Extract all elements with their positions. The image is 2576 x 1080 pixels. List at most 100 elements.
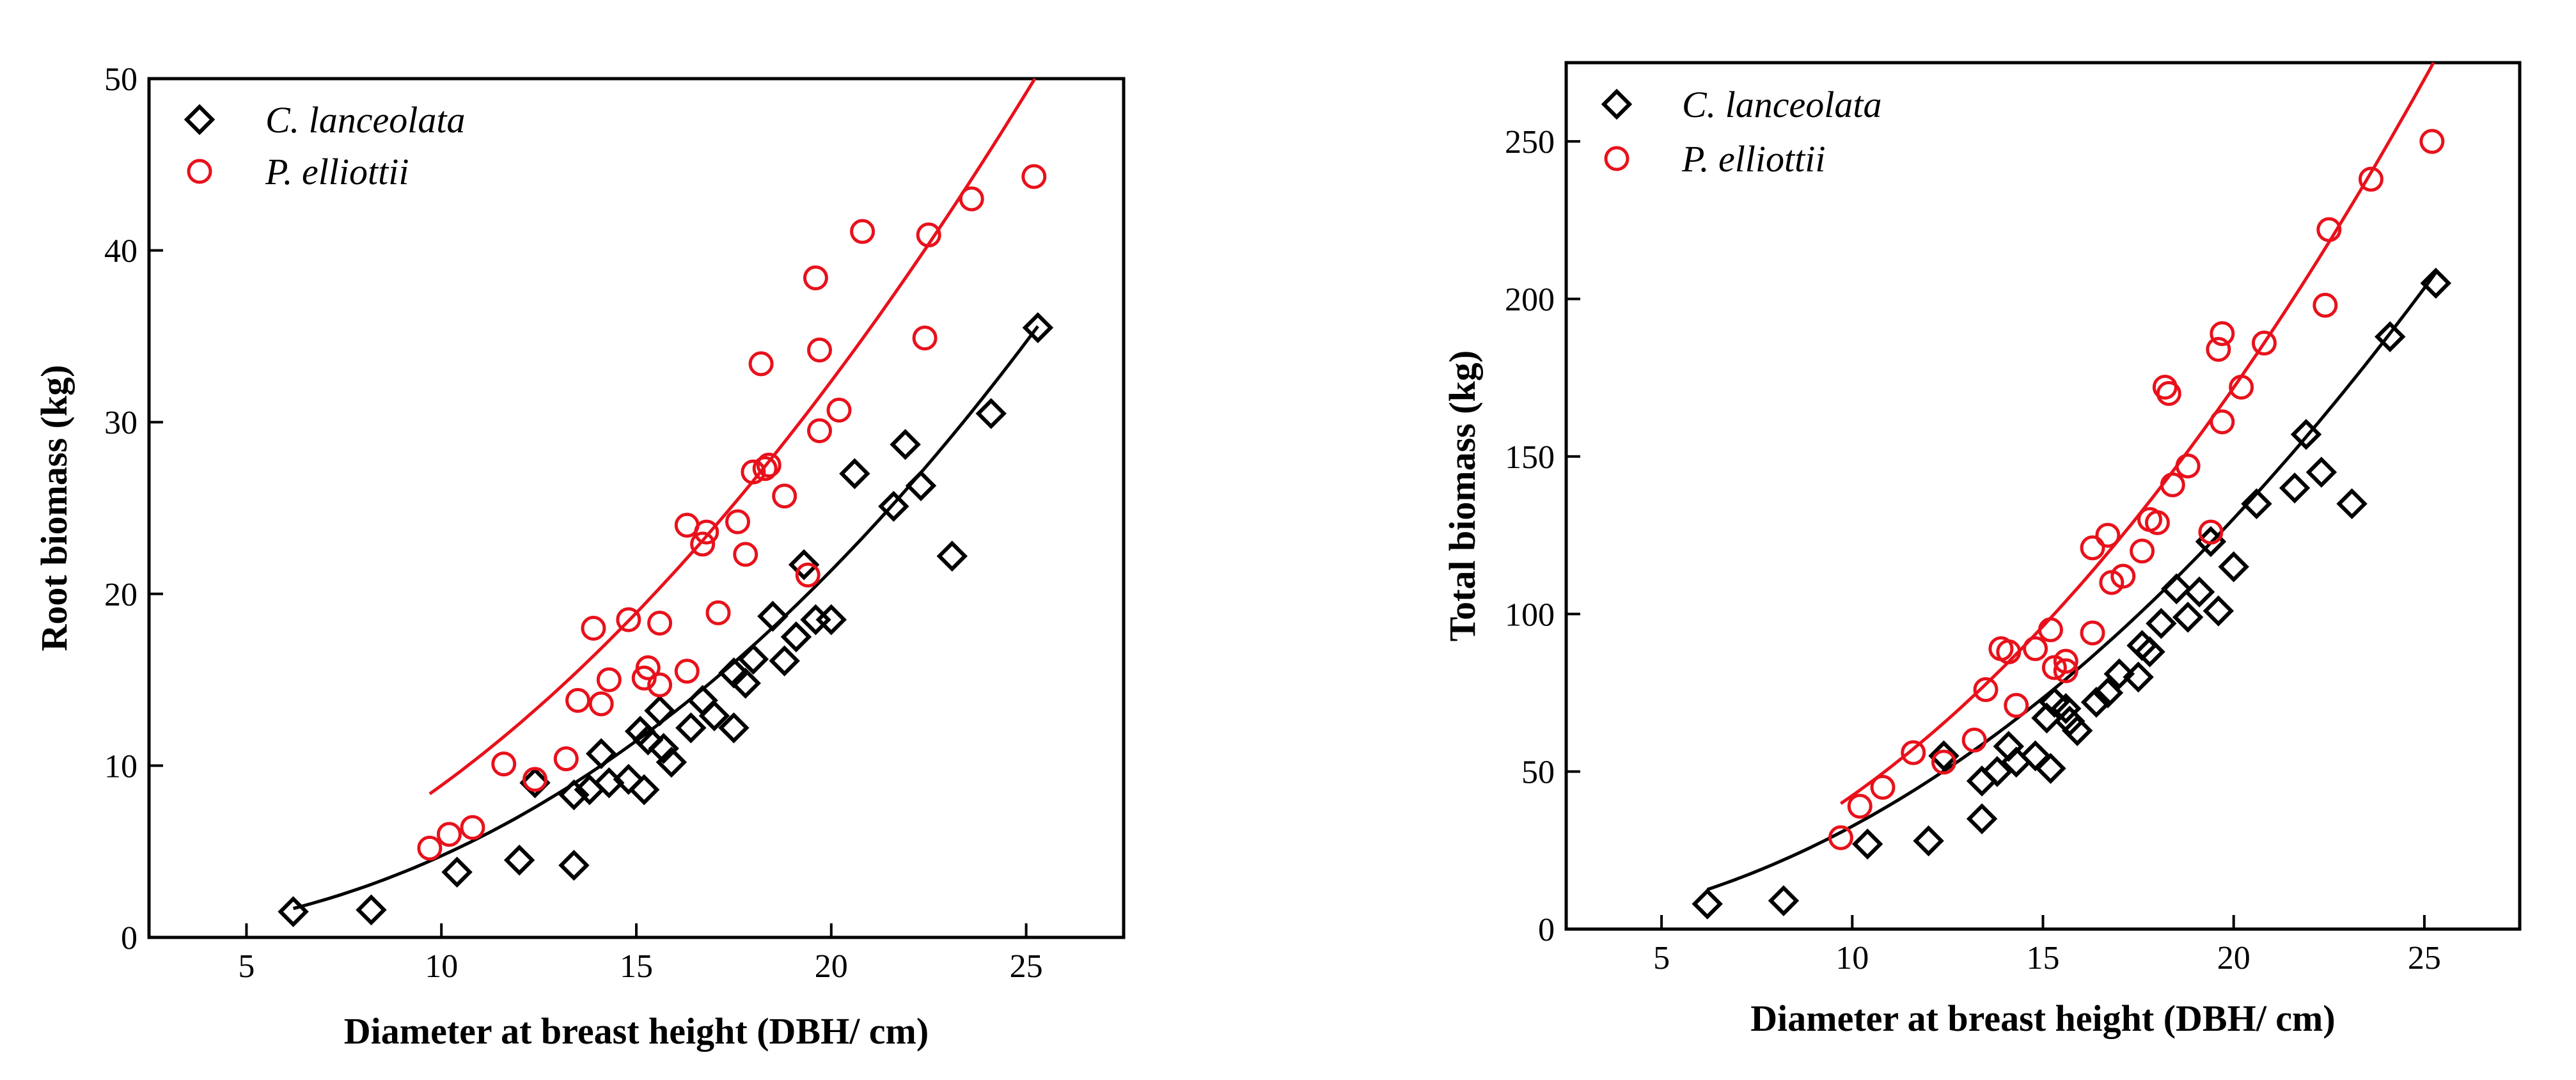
y-tick-label: 0 — [121, 920, 137, 957]
x-tick-label: 25 — [1010, 948, 1043, 985]
p-elliottii-point — [2251, 331, 2277, 356]
p-elliottii-point — [826, 397, 852, 423]
fit-curve — [292, 325, 1039, 911]
p-elliottii-point — [690, 531, 716, 557]
legend-label: P. elliottii — [1681, 138, 1826, 180]
p-elliottii-point — [748, 351, 774, 377]
p-elliottii-point — [647, 610, 673, 636]
p-elliottii-point — [522, 767, 548, 792]
c-lanceolata-point — [2279, 472, 2311, 504]
c-lanceolata-point — [878, 490, 909, 522]
fit-curve — [1839, 61, 2435, 805]
p-elliottii-point — [635, 655, 661, 680]
y-tick-label: 20 — [104, 577, 137, 613]
c-lanceolata-point — [1022, 312, 1054, 343]
c-lanceolata-point — [2092, 677, 2124, 708]
c-lanceolata-point — [730, 668, 761, 699]
y-axis-title: Root biomass (kg) — [33, 365, 75, 652]
p-elliottii-point — [2210, 409, 2235, 435]
p-elliottii-point — [616, 607, 641, 632]
c-lanceolata-point — [356, 894, 387, 926]
c-lanceolata-point — [648, 733, 679, 764]
c-lanceolata-point — [1981, 756, 2013, 787]
c-lanceolata-point — [519, 767, 551, 799]
p-elliottii-point — [491, 751, 517, 777]
fit-curve — [1706, 271, 2437, 891]
c-lanceolata-point — [2218, 551, 2249, 583]
c-lanceolata-point — [737, 643, 769, 675]
y-tick-label: 40 — [104, 233, 137, 270]
c-lanceolata-point — [769, 645, 800, 677]
c-lanceolata-point — [644, 695, 675, 726]
c-lanceolata-point — [2035, 753, 2066, 784]
c-lanceolata-point — [2241, 488, 2272, 520]
c-lanceolata-point — [2172, 601, 2204, 633]
p-elliottii-point — [553, 746, 579, 772]
c-lanceolata-point — [2183, 576, 2215, 608]
p-elliottii-point — [565, 687, 591, 713]
p-elliottii-point — [850, 219, 876, 244]
c-lanceolata-point — [2134, 636, 2165, 668]
x-tick-label: 5 — [1653, 940, 1670, 976]
p-elliottii-point — [2316, 217, 2342, 242]
c-lanceolata-point — [815, 604, 847, 636]
p-elliottii-point — [2004, 693, 2029, 718]
x-tick-label: 25 — [2408, 940, 2441, 976]
c-lanceolata-point — [1928, 740, 1959, 772]
y-tick-label: 200 — [1505, 282, 1555, 318]
c-lanceolata-point — [278, 896, 309, 927]
p-elliottii-point — [772, 483, 797, 509]
c-lanceolata-point — [757, 600, 789, 632]
c-lanceolata-point — [558, 779, 590, 811]
p-elliottii-point — [752, 456, 778, 481]
c-lanceolata-point — [656, 746, 687, 778]
c-lanceolata-point — [905, 470, 937, 501]
p-elliottii-point — [2080, 535, 2105, 561]
x-tick-label: 10 — [1835, 940, 1869, 976]
c-lanceolata-point — [2305, 457, 2337, 488]
c-lanceolata-point — [558, 849, 590, 881]
y-axis-title: Total biomass (kg) — [1441, 350, 1483, 642]
p-elliottii-point — [741, 459, 766, 485]
c-lanceolata-point — [441, 856, 473, 888]
c-lanceolata-point — [1768, 885, 1800, 916]
c-lanceolata-point — [1913, 825, 1944, 857]
p-elliottii-point — [647, 672, 673, 698]
legend-label: C. lanceolata — [265, 99, 466, 141]
p-elliottii-point — [2080, 620, 2105, 646]
p-elliottii-point — [725, 509, 750, 535]
p-elliottii-point — [807, 337, 833, 363]
p-elliottii-point — [959, 186, 984, 212]
p-elliottii-point — [705, 600, 731, 625]
p-elliottii-point — [2144, 510, 2170, 535]
c-lanceolata-point — [1966, 765, 1998, 797]
c-lanceolata-point — [698, 700, 730, 732]
c-lanceolata-point — [687, 685, 718, 716]
p-elliottii-point — [2175, 453, 2201, 479]
p-elliottii-point — [2130, 538, 2155, 564]
p-elliottii-point — [2313, 292, 2338, 318]
p-elliottii-point — [2160, 472, 2185, 497]
p-elliottii-point — [2156, 380, 2181, 406]
c-lanceolata-point — [890, 428, 921, 460]
x-axis-title: Diameter at breast height (DBH/ cm) — [344, 1010, 929, 1052]
legend-marker — [184, 104, 216, 136]
p-elliottii-point — [2198, 519, 2224, 545]
p-elliottii-point — [436, 822, 462, 847]
x-tick-label: 20 — [2217, 940, 2250, 976]
c-lanceolata-point — [675, 712, 707, 744]
c-lanceolata-point — [2061, 715, 2093, 746]
y-tick-label: 50 — [104, 61, 137, 98]
y-tick-label: 150 — [1505, 439, 1555, 476]
p-elliottii-point — [803, 265, 828, 291]
x-axis-title: Diameter at breast height (DBH/ cm) — [1750, 998, 2335, 1039]
plot-frame — [1564, 61, 2522, 931]
root-biomass-chart: 5 10 15 20 25 0 10 20 30 40 50 Diameter at breast h… — [33, 61, 1126, 1052]
p-elliottii-point — [596, 667, 622, 693]
p-elliottii-point — [588, 691, 614, 717]
c-lanceolata-point — [788, 549, 820, 581]
c-lanceolata-point — [628, 774, 660, 806]
p-elliottii-point — [417, 835, 443, 861]
legend-label: P. elliottii — [265, 151, 409, 192]
y-tick-label: 250 — [1505, 124, 1555, 160]
